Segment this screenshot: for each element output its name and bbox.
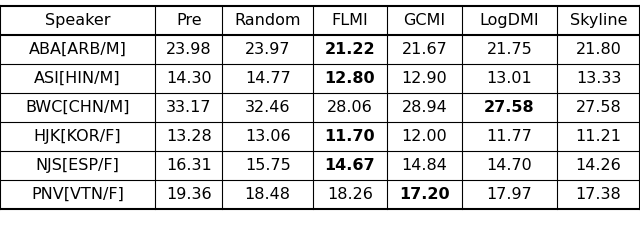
Text: 28.06: 28.06: [327, 100, 373, 115]
Text: 17.97: 17.97: [486, 187, 532, 202]
Text: 13.01: 13.01: [486, 71, 532, 86]
Text: 23.98: 23.98: [166, 42, 212, 57]
Text: 12.00: 12.00: [401, 129, 447, 144]
Text: 12.90: 12.90: [401, 71, 447, 86]
Text: 27.58: 27.58: [484, 100, 534, 115]
Text: 14.67: 14.67: [324, 158, 375, 173]
Text: GCMI: GCMI: [403, 13, 445, 28]
Text: 14.84: 14.84: [401, 158, 447, 173]
Text: BWC[CHN/M]: BWC[CHN/M]: [26, 100, 130, 115]
Text: FLMI: FLMI: [332, 13, 369, 28]
Text: 21.22: 21.22: [324, 42, 375, 57]
Text: 13.06: 13.06: [245, 129, 291, 144]
Text: LogDMI: LogDMI: [479, 13, 539, 28]
Text: 14.77: 14.77: [244, 71, 291, 86]
Text: 11.21: 11.21: [575, 129, 621, 144]
Text: 13.28: 13.28: [166, 129, 212, 144]
Text: 21.67: 21.67: [401, 42, 447, 57]
Text: NJS[ESP/F]: NJS[ESP/F]: [36, 158, 120, 173]
Text: Speaker: Speaker: [45, 13, 111, 28]
Text: 13.33: 13.33: [576, 71, 621, 86]
Text: 14.30: 14.30: [166, 71, 212, 86]
Text: 23.97: 23.97: [245, 42, 291, 57]
Text: ASI[HIN/M]: ASI[HIN/M]: [35, 71, 121, 86]
Text: 27.58: 27.58: [575, 100, 621, 115]
Text: 18.48: 18.48: [244, 187, 291, 202]
Text: 28.94: 28.94: [401, 100, 447, 115]
Text: Pre: Pre: [176, 13, 202, 28]
Text: 19.36: 19.36: [166, 187, 212, 202]
Text: 16.31: 16.31: [166, 158, 212, 173]
Text: PNV[VTN/F]: PNV[VTN/F]: [31, 187, 124, 202]
Text: 17.20: 17.20: [399, 187, 450, 202]
Text: 21.80: 21.80: [575, 42, 621, 57]
Text: ABA[ARB/M]: ABA[ARB/M]: [29, 42, 127, 57]
Text: 15.75: 15.75: [244, 158, 291, 173]
Text: 32.46: 32.46: [245, 100, 291, 115]
Text: 12.80: 12.80: [324, 71, 375, 86]
Text: Skyline: Skyline: [570, 13, 627, 28]
Text: Random: Random: [234, 13, 301, 28]
Text: 18.26: 18.26: [327, 187, 373, 202]
Text: 11.70: 11.70: [324, 129, 375, 144]
Text: 14.70: 14.70: [486, 158, 532, 173]
Text: 11.77: 11.77: [486, 129, 532, 144]
Text: 21.75: 21.75: [486, 42, 532, 57]
Text: 14.26: 14.26: [575, 158, 621, 173]
Text: 17.38: 17.38: [575, 187, 621, 202]
Text: HJK[KOR/F]: HJK[KOR/F]: [34, 129, 122, 144]
Text: 33.17: 33.17: [166, 100, 212, 115]
